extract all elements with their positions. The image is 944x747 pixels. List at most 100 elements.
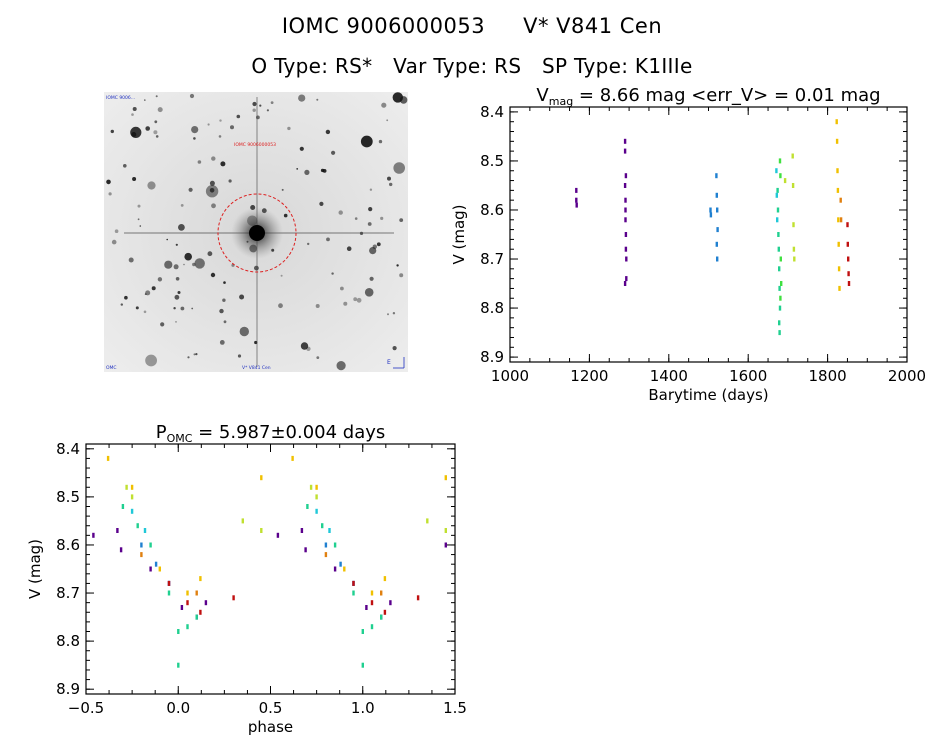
- finder-field-star: [175, 243, 178, 246]
- data-point: [149, 566, 152, 572]
- data-point: [180, 605, 184, 610]
- data-point: [575, 202, 578, 208]
- x-tick-label: 1800: [809, 367, 847, 385]
- finder-field-star: [147, 181, 156, 190]
- finder-field-star: [392, 92, 403, 103]
- finder-field-star: [340, 286, 344, 291]
- data-point: [140, 552, 143, 558]
- data-point: [778, 285, 781, 291]
- x-tick-label: −0.5: [68, 699, 104, 717]
- data-point: [130, 508, 134, 514]
- finder-field-star: [287, 126, 291, 131]
- finder-field-star: [187, 356, 190, 359]
- data-point: [777, 246, 780, 252]
- data-point: [125, 484, 128, 490]
- y-tick-label: 8.7: [480, 250, 504, 268]
- data-point: [300, 528, 304, 533]
- finder-field-star: [387, 313, 389, 316]
- data-point: [623, 281, 627, 286]
- finder-field-star: [193, 137, 196, 140]
- data-point: [835, 119, 838, 125]
- finder-field-star: [372, 244, 377, 249]
- data-point: [709, 212, 713, 218]
- data-point: [623, 138, 627, 144]
- star-id: IOMC 9006000053: [281, 14, 486, 38]
- finder-field-star: [184, 252, 192, 261]
- sp-type-value: K1IIIe: [634, 54, 693, 78]
- finder-field-star: [283, 213, 288, 218]
- data-point: [324, 552, 328, 558]
- finder-field-star: [175, 321, 177, 323]
- data-point: [352, 590, 355, 596]
- finder-field-star: [220, 161, 226, 167]
- data-point: [624, 217, 627, 223]
- data-point: [836, 168, 839, 174]
- o-type-label: O Type:: [251, 54, 329, 78]
- sp-type-label: SP Type:: [542, 54, 629, 78]
- finder-field-star: [252, 101, 257, 107]
- finder-field-star: [192, 262, 196, 267]
- finder-field-star: [130, 126, 142, 138]
- data-point: [835, 138, 839, 144]
- finder-field-star: [304, 169, 310, 175]
- data-point: [778, 158, 782, 164]
- finder-field-star: [211, 203, 216, 209]
- data-point: [304, 547, 307, 553]
- finder-field-star: [399, 218, 404, 222]
- data-point: [839, 217, 843, 223]
- data-point: [847, 256, 850, 262]
- x-tick-label: 1.0: [351, 699, 375, 717]
- finder-field-star: [145, 354, 157, 367]
- data-point: [776, 217, 779, 223]
- finder-field-star: [197, 160, 202, 164]
- data-point: [623, 148, 627, 154]
- data-point: [260, 528, 263, 533]
- finder-field-star: [124, 295, 128, 300]
- data-point: [199, 576, 202, 582]
- finder-field-star: [343, 301, 348, 306]
- finder-field-star: [319, 201, 324, 206]
- y-tick-label: 8.5: [56, 488, 80, 506]
- data-point: [847, 271, 850, 277]
- data-point: [158, 566, 161, 572]
- data-point: [370, 590, 374, 596]
- data-point: [625, 276, 628, 282]
- data-point: [575, 187, 578, 193]
- data-point: [343, 566, 346, 572]
- data-point: [365, 605, 368, 610]
- star-name: V* V841 Cen: [523, 14, 663, 38]
- data-point: [324, 542, 328, 548]
- finder-field-star: [316, 98, 319, 101]
- finder-field-star: [177, 291, 181, 294]
- finder-field-star: [120, 303, 123, 306]
- data-point: [315, 484, 318, 490]
- finder-field-star: [331, 272, 334, 275]
- data-point: [195, 590, 198, 596]
- data-point: [777, 232, 780, 237]
- data-point: [241, 518, 244, 524]
- finder-center-label: IOMC 9006000053: [234, 142, 276, 148]
- finder-field-star: [132, 177, 137, 181]
- y-tick-label: 8.8: [56, 632, 80, 650]
- data-point: [776, 187, 779, 193]
- finder-field-star: [128, 257, 134, 263]
- data-point: [119, 547, 123, 553]
- data-point: [792, 246, 796, 252]
- finder-field-star: [396, 264, 399, 267]
- finder-field-star: [331, 150, 336, 155]
- data-point: [444, 475, 447, 481]
- data-point: [716, 207, 719, 213]
- data-point: [837, 241, 840, 247]
- y-tick-label: 8.6: [56, 536, 80, 554]
- data-point: [140, 542, 143, 548]
- data-point: [715, 192, 718, 198]
- y-tick-label: 8.9: [480, 348, 504, 366]
- finder-field-star: [399, 273, 404, 278]
- data-point: [715, 241, 718, 247]
- finder-field-star: [392, 346, 397, 351]
- finder-field-star: [106, 179, 111, 185]
- finder-field-star: [364, 288, 374, 297]
- data-point: [315, 508, 318, 514]
- data-point: [204, 600, 208, 606]
